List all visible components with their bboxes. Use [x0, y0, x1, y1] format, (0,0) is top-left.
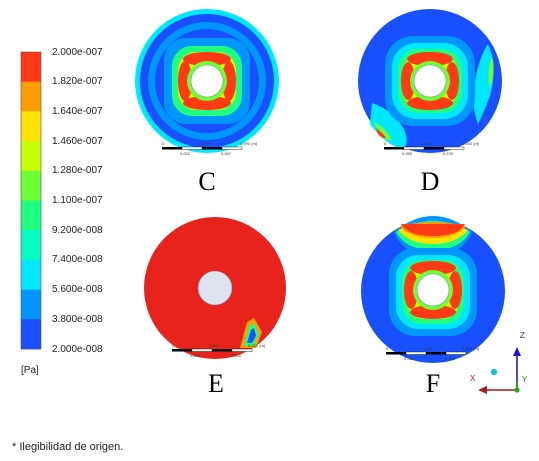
scale-tick: 0.050: [190, 353, 201, 358]
legend-band: [21, 259, 41, 290]
z-axis-label: Z: [520, 331, 525, 340]
scale-tick: 0.090 (m): [240, 141, 258, 146]
panel-e: 0 0.050 0.220 (m) 0.150 0.050 E: [144, 217, 286, 398]
scale-tick: 0.050: [402, 151, 413, 156]
legend-band: [21, 141, 41, 172]
contour-disc-c: [135, 9, 279, 153]
scale-bar-c: 0 0.045 0.090 (m) 0.067 0.022: [162, 141, 258, 156]
legend-band: [21, 289, 41, 320]
legend-band: [21, 111, 41, 142]
scale-tick: 0.050: [423, 346, 434, 351]
legend-tick: 2.000e-008: [52, 344, 103, 355]
legend-band: [21, 200, 41, 231]
scale-tick: 0.220 (m): [248, 343, 266, 348]
legend-band: [21, 52, 41, 82]
scale-tick: 0.150: [445, 356, 456, 361]
triad-sphere-icon: [490, 368, 498, 376]
scale-tick: 0.200 (m): [462, 141, 480, 146]
legend-band: [21, 81, 41, 112]
footnote: * Ilegibilidad de origen.: [12, 441, 124, 453]
scale-tick: 0: [162, 141, 165, 146]
legend-tick: 9.200e-008: [52, 225, 103, 236]
panel-label-f: F: [426, 369, 440, 398]
scale-bar-d: 0 0.050 0.200 (m) 0.150 0.050: [384, 141, 480, 156]
scale-tick: 0: [172, 343, 175, 348]
legend-band: [21, 319, 41, 350]
x-axis-arrow-icon: [478, 386, 487, 394]
scale-tick: 0: [384, 141, 387, 146]
legend-tick: 1.460e-007: [52, 136, 103, 147]
scale-tick: 0.150: [443, 151, 454, 156]
legend-frame: [20, 51, 42, 350]
panel-f: 0 0.050 0.200 (m) 0.150 0.050 F: [361, 216, 505, 398]
legend-tick: 7.400e-008: [52, 254, 103, 265]
axis-triad: Z X Y: [470, 331, 528, 394]
panel-d: 0 0.050 0.200 (m) 0.150 0.050 D: [358, 9, 502, 196]
scale-tick: 0.050: [404, 356, 415, 361]
scale-bar-e: 0 0.050 0.220 (m) 0.150 0.050: [172, 343, 266, 358]
legend-unit: [Pa]: [21, 365, 39, 376]
legend-tick: 1.820e-007: [52, 76, 103, 87]
scale-tick: 0: [386, 346, 389, 351]
legend-tick: 1.640e-007: [52, 106, 103, 117]
legend-color-bar: [21, 52, 41, 350]
y-axis-label: Y: [522, 375, 528, 384]
legend-tick: 2.000e-007: [52, 47, 103, 58]
x-axis-label: X: [470, 374, 476, 383]
legend-tick: 3.800e-008: [52, 314, 103, 325]
legend-tick: 5.600e-008: [52, 284, 103, 295]
panel-label-c: C: [198, 167, 215, 196]
legend-band: [21, 230, 41, 261]
contour-disc-e: [144, 217, 286, 359]
scale-tick: 0.050: [421, 141, 432, 146]
scale-tick: 0.050: [209, 343, 220, 348]
legend-band: [21, 170, 41, 201]
scale-bar-f: 0 0.050 0.200 (m) 0.150 0.050: [386, 346, 480, 361]
axis-origin: [514, 387, 520, 393]
contour-disc-d: [358, 9, 502, 153]
panel-c: 0 0.045 0.090 (m) 0.067 0.022 C: [135, 9, 279, 196]
scale-tick: 0.045: [199, 141, 210, 146]
legend-tick: 1.280e-007: [52, 165, 103, 176]
panel-label-d: D: [421, 167, 440, 196]
legend-tick: 1.100e-007: [52, 195, 103, 206]
scale-tick: 0.150: [231, 353, 242, 358]
pressure-legend: 2.000e-007 1.820e-007 1.640e-007 1.460e-…: [20, 47, 103, 376]
contour-disc-f: [361, 216, 505, 363]
legend-ticks: 2.000e-007 1.820e-007 1.640e-007 1.460e-…: [52, 47, 103, 355]
panel-label-e: E: [208, 369, 224, 398]
z-axis-arrow-icon: [513, 347, 521, 356]
scale-tick: 0.022: [180, 151, 191, 156]
scale-tick: 0.200 (m): [462, 346, 480, 351]
scale-tick: 0.067: [221, 151, 232, 156]
